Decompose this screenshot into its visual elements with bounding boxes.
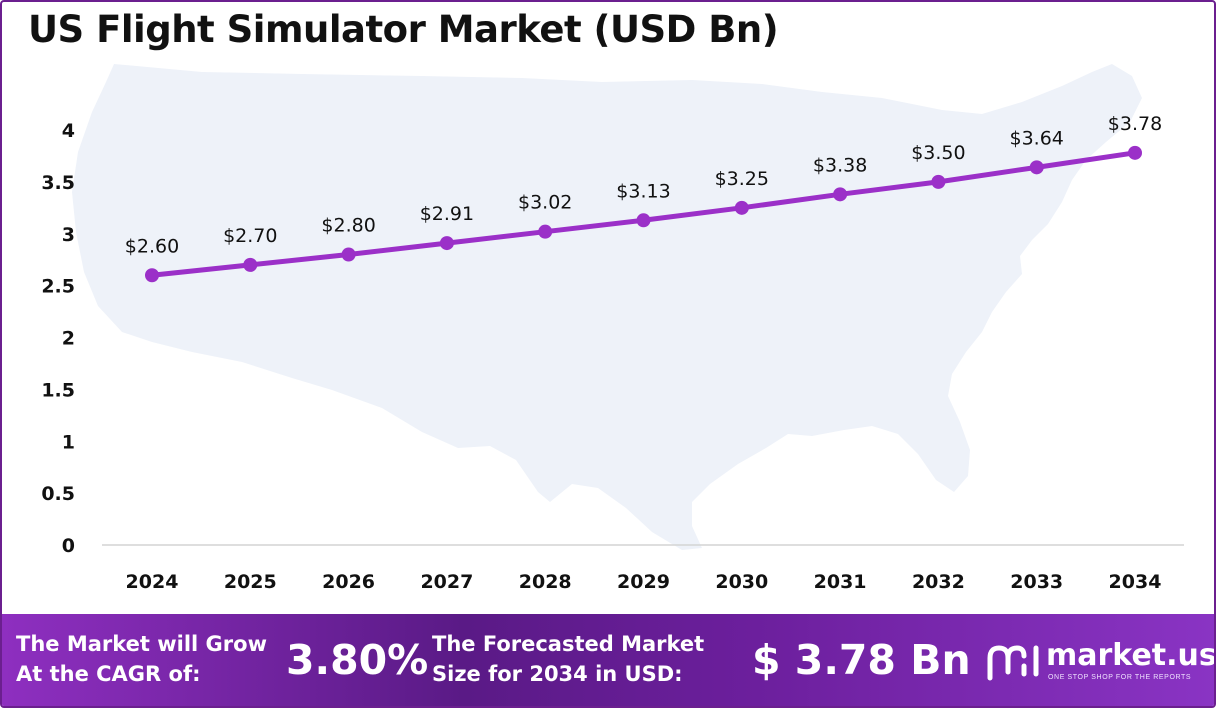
y-tick-label: 1.5 <box>41 379 75 401</box>
data-label: $3.50 <box>911 142 965 164</box>
logo-wordmark: market.us <box>1046 638 1216 673</box>
data-label: $3.13 <box>616 180 670 202</box>
y-tick-label: 0.5 <box>41 483 75 505</box>
y-tick-label: 4 <box>62 120 75 142</box>
forecast-value: $ 3.78 Bn <box>752 636 971 684</box>
x-tick-label: 2026 <box>322 571 375 593</box>
data-point-marker <box>341 247 356 262</box>
x-tick-label: 2028 <box>519 571 572 593</box>
data-point-marker <box>636 213 651 228</box>
chart-canvas: 00.511.522.533.54 2024 2025 2026 2027 2028 20… <box>41 64 1184 593</box>
x-axis: 2024 2025 2026 2027 2028 2029 2030 2031 2032 2033… <box>126 571 1162 593</box>
data-point-marker <box>1029 160 1044 175</box>
x-tick-label: 2032 <box>912 571 965 593</box>
data-label: $2.60 <box>125 235 179 257</box>
y-tick-label: 0 <box>62 535 75 557</box>
x-tick-label: 2030 <box>715 571 768 593</box>
x-tick-label: 2025 <box>224 571 277 593</box>
data-label: $3.38 <box>813 154 867 176</box>
data-labels: $2.60 $2.70 $2.80 $2.91 $3.02 $3.13 $3.25 $3.38… <box>125 113 1162 257</box>
us-map-background <box>72 64 1142 550</box>
data-point-marker <box>734 200 749 215</box>
data-label: $3.02 <box>518 192 572 214</box>
y-tick-label: 2.5 <box>41 276 75 298</box>
cagr-value: 3.80% <box>286 636 429 684</box>
data-point-marker <box>145 268 159 283</box>
data-label: $3.78 <box>1108 113 1162 135</box>
forecast-caption-line1: The Forecasted Market <box>432 632 705 656</box>
data-label: $3.64 <box>1009 127 1063 149</box>
x-tick-label: 2031 <box>814 571 867 593</box>
cagr-caption-line1: The Market will Grow <box>16 632 267 656</box>
y-tick-label: 3.5 <box>41 172 75 194</box>
forecast-caption-line2: Size for 2034 in USD: <box>432 662 683 686</box>
data-label: $3.25 <box>715 168 769 190</box>
data-markers <box>145 145 1142 283</box>
data-point-marker <box>439 236 454 251</box>
logo-tagline: ONE STOP SHOP FOR THE REPORTS <box>1048 674 1192 681</box>
y-tick-label: 1 <box>62 431 75 453</box>
cagr-caption-line2: At the CAGR of: <box>16 662 201 686</box>
data-label: $2.80 <box>321 215 375 237</box>
data-label: $2.91 <box>420 203 474 225</box>
chart-title: US Flight Simulator Market (USD Bn) <box>28 8 779 51</box>
data-point-marker <box>1128 145 1142 160</box>
market-us-logo-icon <box>987 645 1039 681</box>
x-tick-label: 2024 <box>126 571 179 593</box>
y-axis: 0 0.5 1 1.5 2 2.5 3 3.5 4 <box>41 120 75 557</box>
x-tick-label: 2029 <box>617 571 670 593</box>
data-point-marker <box>538 224 553 239</box>
x-tick-label: 2034 <box>1109 571 1162 593</box>
data-point-marker <box>243 257 258 272</box>
x-tick-label: 2033 <box>1010 571 1063 593</box>
x-tick-label: 2027 <box>420 571 473 593</box>
summary-footer: The Market will Grow At the CAGR of: 3.8… <box>2 614 1214 706</box>
data-label: $2.70 <box>223 225 277 247</box>
y-tick-label: 3 <box>62 224 75 246</box>
y-tick-label: 2 <box>62 328 75 350</box>
data-point-marker <box>931 174 946 189</box>
market-us-logo: market.us ONE STOP SHOP FOR THE REPORTS <box>984 638 1214 690</box>
data-point-marker <box>833 187 848 202</box>
